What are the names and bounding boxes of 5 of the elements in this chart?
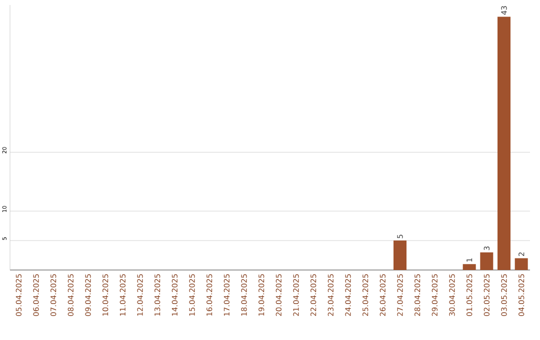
bar bbox=[394, 240, 407, 270]
bar bbox=[462, 264, 476, 270]
bar bbox=[480, 252, 494, 270]
bar bbox=[514, 258, 528, 270]
bar bbox=[498, 16, 511, 270]
